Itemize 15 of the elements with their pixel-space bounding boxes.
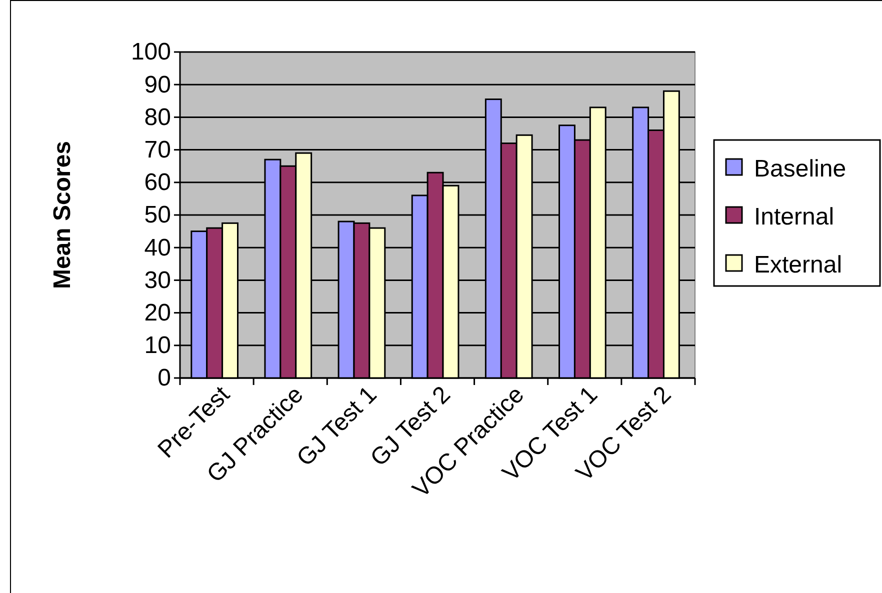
- y-tick-label: 20: [144, 299, 171, 326]
- y-tick-label: 80: [144, 104, 171, 131]
- legend-label: Internal: [754, 203, 834, 230]
- legend-label: Baseline: [754, 155, 846, 182]
- legend-label: External: [754, 251, 842, 278]
- y-tick-label: 40: [144, 234, 171, 262]
- y-axis-title: Mean Scores: [49, 140, 76, 290]
- y-tick-label: 10: [144, 332, 171, 360]
- y-tick-label: 30: [144, 266, 171, 294]
- y-tick-label: 0: [158, 364, 171, 392]
- y-tick-label: 50: [144, 202, 171, 229]
- y-tick-label: 90: [144, 71, 171, 98]
- y-tick-label: 70: [144, 136, 171, 164]
- y-tick-label: 60: [144, 169, 171, 196]
- y-tick-label: 100: [130, 38, 171, 66]
